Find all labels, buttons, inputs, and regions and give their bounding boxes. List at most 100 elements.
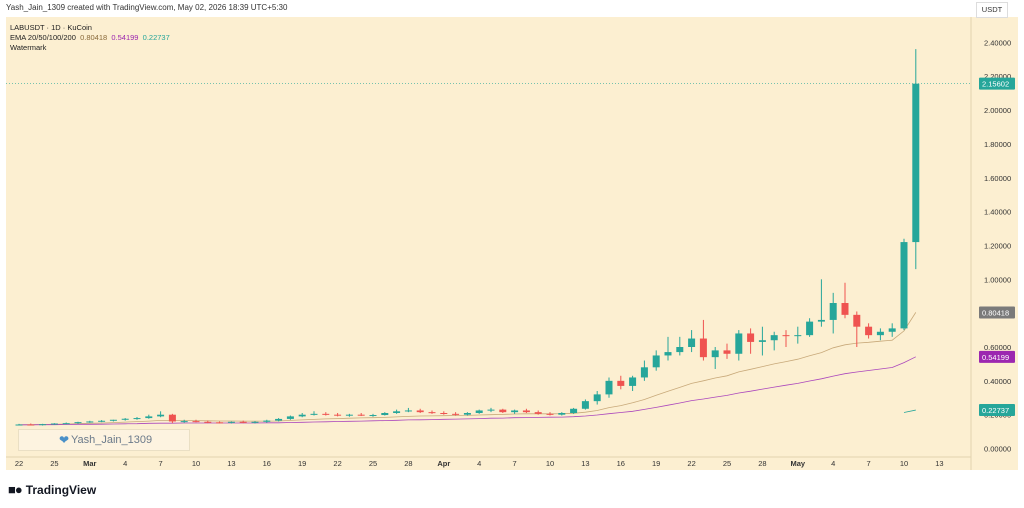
candle-body [74,422,82,424]
candle-body [534,412,542,414]
candle-body [452,413,460,415]
x-tick-label: 13 [227,459,235,468]
candle-body [416,410,424,413]
candle-body [723,350,731,354]
ema20-line [18,312,917,426]
candle-body [463,413,471,415]
price-label-text: 2.15602 [982,80,1009,89]
candle-body [817,319,825,322]
footer-brand[interactable]: ■● TradingView [8,482,96,497]
candle-body [381,413,389,416]
chart-area[interactable]: 2.40000 2.20000 2.00000 1.80000 1.60000 1.400… [6,17,1018,470]
candle-body [794,335,802,337]
candle-body [404,410,412,412]
x-tick-label: 7 [159,459,163,468]
x-tick-label: 4 [477,459,481,468]
candle-body [770,335,778,341]
candle-body [782,335,790,337]
x-tick-label: 28 [404,459,412,468]
candle-body [605,380,613,395]
candle-body [216,422,224,424]
candle-body [322,413,330,415]
ema100-line [903,409,916,413]
candle-body [50,423,58,425]
symbol-label[interactable]: LABUSDT · 1D · KuCoin [10,23,92,32]
candle-body [711,350,719,358]
y-tick-label: 1.40000 [984,208,1011,217]
candle-body [617,380,625,386]
x-tick-label: 25 [723,459,731,468]
x-tick-label: 10 [546,459,554,468]
candle-body [758,340,766,342]
y-tick-label: 1.00000 [984,275,1011,284]
ema-label: EMA 20/50/100/200 [10,33,76,42]
y-tick-label: 2.20000 [984,72,1011,81]
candle-body [86,421,94,423]
x-tick-label: May [791,459,806,468]
price-label-text: 0.22737 [982,406,1009,415]
x-tick-label: 22 [687,459,695,468]
ema20-value: 0.80418 [80,33,108,42]
candle-body [640,367,648,378]
currency-label[interactable]: USDT [976,2,1008,18]
y-tick-label: 2.40000 [984,38,1011,47]
candle-body [157,414,165,417]
watermark-box: ❤ Yash_Jain_1309 [18,429,190,451]
price-label-bg [979,404,1015,417]
tradingview-logo-icon: ■● [8,482,23,497]
x-tick-label: Apr [437,459,450,468]
x-tick-label: 13 [581,459,589,468]
candle-body [806,321,814,336]
candle-body [593,394,601,402]
candle-body [853,314,861,327]
candle-body [298,414,306,417]
chart-legend: LABUSDT · 1D · KuCoin EMA 20/50/100/200 … [10,23,170,53]
ema50-line [19,356,916,426]
candle-body [39,424,47,426]
candle-body [263,420,271,422]
brand-name: TradingView [25,482,97,497]
x-tick-label: 22 [333,459,341,468]
y-tick-label: 0.40000 [984,377,1011,386]
candle-body [558,413,566,415]
candle-body [251,421,259,423]
x-tick-label: 22 [15,459,23,468]
candle-body [522,410,530,413]
price-label-bg [979,350,1015,363]
y-tick-label: 1.20000 [984,241,1011,250]
ema50-value: 0.54199 [111,33,139,42]
candlestick-chart[interactable]: 2.40000 2.20000 2.00000 1.80000 1.60000 1.400… [6,17,1018,470]
x-tick-label: 16 [263,459,271,468]
candle-body [428,412,436,414]
candle-body [133,418,141,420]
candle-body [581,401,589,409]
x-tick-label: 4 [831,459,835,468]
candle-body [664,352,672,356]
price-label-bg [979,77,1015,90]
candle-body [829,303,837,320]
candle-body [841,303,849,315]
candle-body [227,421,235,423]
candle-body [876,331,884,336]
candle-body [652,355,660,368]
y-tick-label: 0.60000 [984,343,1011,352]
y-tick-label: 0.00000 [984,445,1011,454]
x-tick-label: 28 [758,459,766,468]
ema-legend-row[interactable]: EMA 20/50/100/200 0.80418 0.54199 0.2273… [10,33,170,43]
candle-body [511,410,519,413]
candle-body [15,424,23,426]
watermark-legend-label[interactable]: Watermark [10,43,47,52]
watermark-text: Yash_Jain_1309 [71,434,153,446]
candle-body [204,421,212,423]
x-tick-label: 4 [123,459,127,468]
candle-body [629,377,637,386]
candle-body [735,333,743,354]
candle-body [121,418,129,420]
price-label-text: 0.80418 [982,308,1009,317]
candle-body [900,242,908,329]
candle-body [440,413,448,414]
candle-body [286,416,294,419]
heart-icon: ❤ [59,433,70,447]
candle-body [499,409,507,413]
candle-body [275,418,283,421]
